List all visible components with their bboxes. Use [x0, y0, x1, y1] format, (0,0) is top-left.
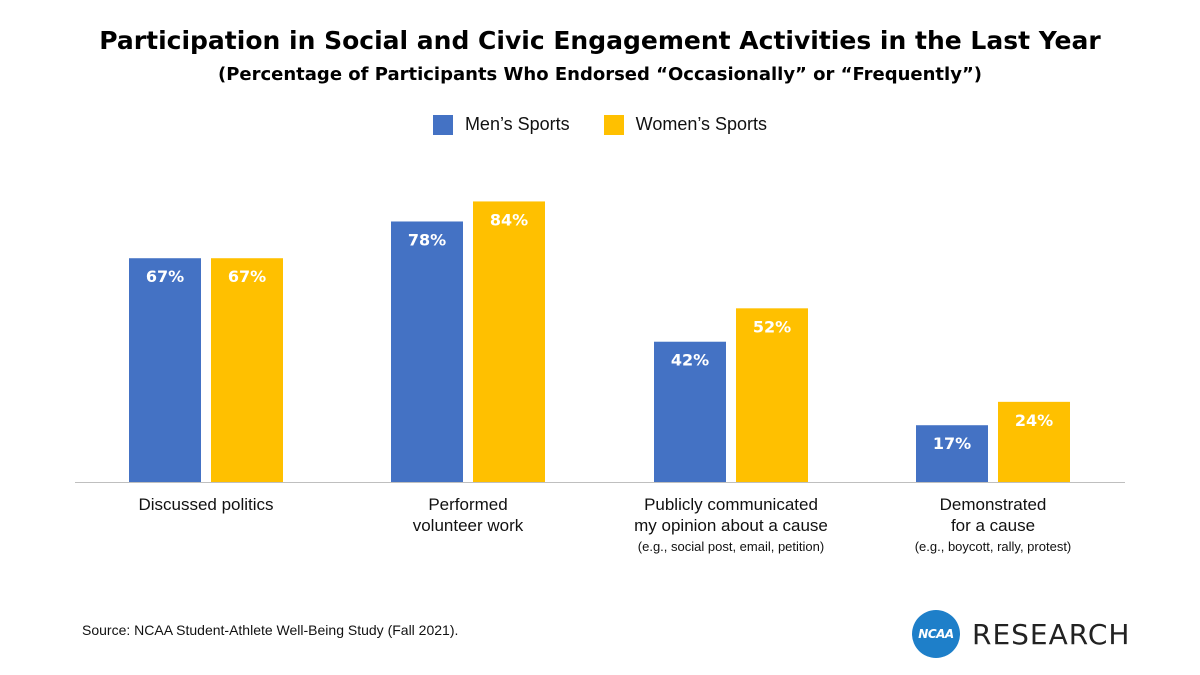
- x-label-note-3: (e.g., boycott, rally, protest): [915, 539, 1072, 554]
- bar-women-1: [473, 201, 545, 482]
- value-label-women-2: 52%: [753, 317, 791, 336]
- ncaa-logo-badge: NCAA: [912, 610, 960, 658]
- x-label-1-line-1: volunteer work: [413, 516, 524, 535]
- x-label-3-line-1: for a cause: [951, 516, 1035, 535]
- bar-men-3: [916, 425, 988, 482]
- x-label-1-line-0: Performed: [428, 495, 507, 514]
- value-label-women-3: 24%: [1015, 411, 1053, 430]
- bar-men-1: [391, 221, 463, 483]
- legend-item-men: Men’s Sports: [432, 114, 570, 135]
- legend-swatch-women: [603, 114, 624, 135]
- bar-women-0: [211, 258, 283, 482]
- x-label-2-line-1: my opinion about a cause: [634, 516, 828, 535]
- value-label-men-1: 78%: [408, 230, 446, 249]
- legend-item-women: Women’s Sports: [603, 114, 768, 135]
- bar-women-3: [998, 401, 1070, 482]
- bar-men-2: [654, 341, 726, 482]
- value-label-men-2: 42%: [671, 351, 709, 370]
- value-label-men-3: 17%: [933, 434, 971, 453]
- value-label-women-1: 84%: [490, 210, 528, 229]
- logo-text: RESEARCH: [972, 617, 1131, 651]
- x-label-0-line-0: Discussed politics: [138, 495, 273, 514]
- bar-men-0: [129, 258, 201, 482]
- legend-swatch-men: [432, 114, 453, 135]
- bar-women-2: [736, 308, 808, 482]
- x-label-3-line-0: Demonstrated: [940, 495, 1047, 514]
- ncaa-research-logo: NCAA RESEARCH: [912, 610, 1130, 658]
- legend-label-women: Women’s Sports: [635, 114, 768, 134]
- chart-subtitle: (Percentage of Participants Who Endorsed…: [217, 64, 982, 85]
- source-note: Source: NCAA Student-Athlete Well-Being …: [82, 622, 459, 638]
- chart-title: Participation in Social and Civic Engage…: [99, 26, 1101, 55]
- legend: Men’s Sports Women’s Sports: [0, 114, 1200, 135]
- x-label-note-2: (e.g., social post, email, petition): [638, 539, 824, 554]
- value-label-men-0: 67%: [146, 267, 184, 286]
- value-label-women-0: 67%: [228, 267, 266, 286]
- legend-label-men: Men’s Sports: [464, 114, 570, 134]
- x-label-2-line-0: Publicly communicated: [644, 495, 818, 514]
